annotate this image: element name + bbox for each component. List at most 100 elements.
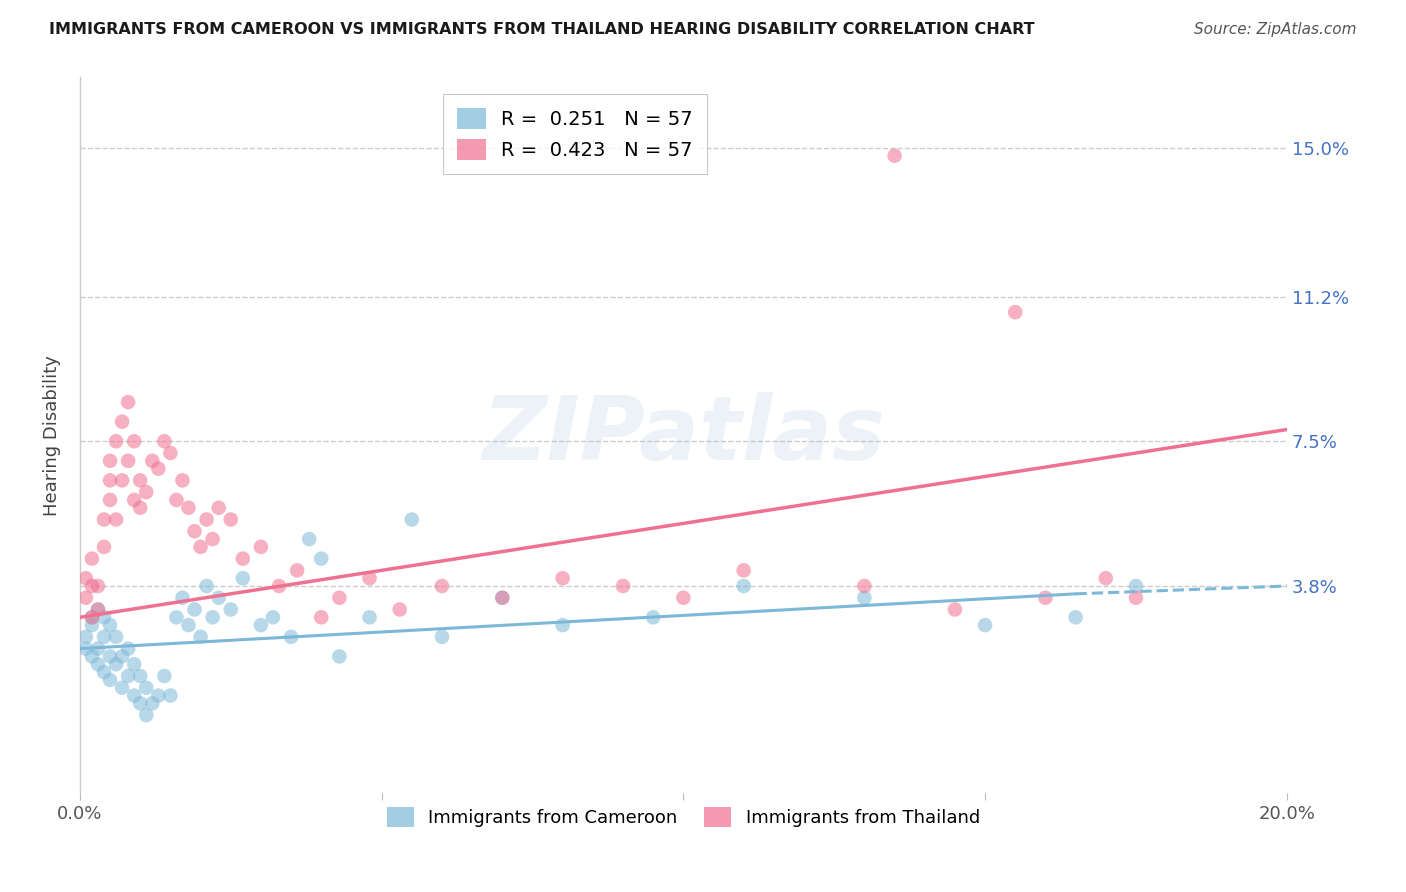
Point bbox=[883, 149, 905, 163]
Point bbox=[141, 454, 163, 468]
Point bbox=[122, 434, 145, 449]
Point bbox=[1125, 591, 1147, 605]
Point bbox=[80, 551, 103, 566]
Point bbox=[98, 474, 121, 488]
Point bbox=[129, 500, 152, 515]
Point bbox=[117, 395, 139, 409]
Point bbox=[491, 591, 513, 605]
Point bbox=[280, 630, 302, 644]
Point bbox=[135, 485, 157, 500]
Point bbox=[87, 602, 110, 616]
Point bbox=[183, 524, 205, 539]
Point bbox=[551, 618, 574, 632]
Point bbox=[853, 579, 876, 593]
Point bbox=[80, 618, 103, 632]
Point bbox=[80, 579, 103, 593]
Point bbox=[122, 689, 145, 703]
Point bbox=[285, 563, 308, 577]
Point bbox=[359, 610, 381, 624]
Point bbox=[1064, 610, 1087, 624]
Point bbox=[98, 673, 121, 687]
Point bbox=[117, 669, 139, 683]
Point bbox=[159, 689, 181, 703]
Point bbox=[75, 630, 97, 644]
Point bbox=[309, 551, 332, 566]
Text: ZIPatlas: ZIPatlas bbox=[482, 392, 884, 479]
Point bbox=[93, 512, 115, 526]
Point bbox=[262, 610, 284, 624]
Point bbox=[219, 602, 242, 616]
Point bbox=[122, 657, 145, 672]
Point bbox=[201, 610, 224, 624]
Point bbox=[98, 454, 121, 468]
Point bbox=[141, 697, 163, 711]
Point bbox=[98, 618, 121, 632]
Point bbox=[298, 532, 321, 546]
Point bbox=[135, 681, 157, 695]
Point bbox=[853, 591, 876, 605]
Point bbox=[401, 512, 423, 526]
Point bbox=[129, 669, 152, 683]
Point bbox=[250, 618, 273, 632]
Point bbox=[430, 579, 453, 593]
Point bbox=[733, 563, 755, 577]
Point bbox=[159, 446, 181, 460]
Point bbox=[551, 571, 574, 585]
Point bbox=[105, 512, 128, 526]
Point bbox=[267, 579, 290, 593]
Point bbox=[98, 492, 121, 507]
Point bbox=[309, 610, 332, 624]
Point bbox=[117, 641, 139, 656]
Point bbox=[105, 630, 128, 644]
Point bbox=[135, 708, 157, 723]
Point bbox=[359, 571, 381, 585]
Point bbox=[75, 641, 97, 656]
Point bbox=[643, 610, 665, 624]
Point bbox=[87, 579, 110, 593]
Point bbox=[75, 591, 97, 605]
Point bbox=[388, 602, 411, 616]
Point bbox=[328, 591, 350, 605]
Point bbox=[122, 492, 145, 507]
Point bbox=[1094, 571, 1116, 585]
Text: IMMIGRANTS FROM CAMEROON VS IMMIGRANTS FROM THAILAND HEARING DISABILITY CORRELAT: IMMIGRANTS FROM CAMEROON VS IMMIGRANTS F… bbox=[49, 22, 1035, 37]
Point bbox=[93, 630, 115, 644]
Point bbox=[165, 492, 187, 507]
Point bbox=[733, 579, 755, 593]
Point bbox=[190, 630, 212, 644]
Point bbox=[148, 689, 170, 703]
Point bbox=[75, 571, 97, 585]
Point bbox=[232, 571, 254, 585]
Point bbox=[672, 591, 695, 605]
Point bbox=[87, 602, 110, 616]
Point bbox=[172, 474, 194, 488]
Point bbox=[80, 610, 103, 624]
Point bbox=[1125, 579, 1147, 593]
Point bbox=[208, 500, 231, 515]
Point bbox=[219, 512, 242, 526]
Point bbox=[93, 665, 115, 679]
Point bbox=[111, 415, 134, 429]
Point bbox=[943, 602, 966, 616]
Point bbox=[201, 532, 224, 546]
Point bbox=[93, 540, 115, 554]
Point bbox=[430, 630, 453, 644]
Point bbox=[172, 591, 194, 605]
Point bbox=[250, 540, 273, 554]
Point bbox=[87, 641, 110, 656]
Point bbox=[1035, 591, 1057, 605]
Point bbox=[177, 618, 200, 632]
Point bbox=[165, 610, 187, 624]
Point bbox=[190, 540, 212, 554]
Text: Source: ZipAtlas.com: Source: ZipAtlas.com bbox=[1194, 22, 1357, 37]
Point bbox=[105, 434, 128, 449]
Point bbox=[129, 474, 152, 488]
Point bbox=[80, 610, 103, 624]
Point bbox=[232, 551, 254, 566]
Legend: Immigrants from Cameroon, Immigrants from Thailand: Immigrants from Cameroon, Immigrants fro… bbox=[380, 800, 987, 834]
Point bbox=[80, 649, 103, 664]
Point bbox=[93, 610, 115, 624]
Point bbox=[129, 697, 152, 711]
Point bbox=[974, 618, 997, 632]
Point bbox=[105, 657, 128, 672]
